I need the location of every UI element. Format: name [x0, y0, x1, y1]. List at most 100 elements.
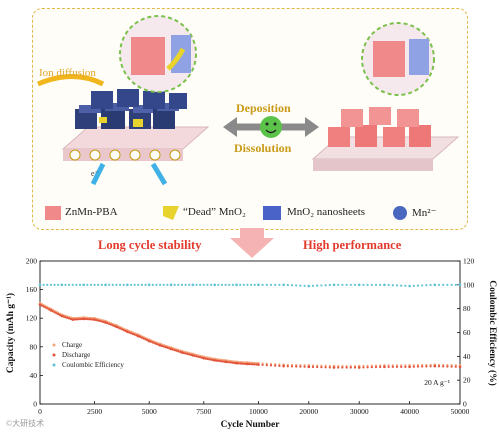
data-point-discharge — [408, 365, 411, 369]
data-point-coulombic-efficiency — [332, 283, 336, 287]
data-point-discharge — [400, 365, 403, 368]
y2-tick-label: 80 — [463, 304, 471, 313]
data-point-coulombic-efficiency — [191, 283, 195, 287]
data-point-coulombic-efficiency — [177, 283, 180, 286]
data-point-discharge — [303, 365, 306, 368]
legend-label-ce: Coulombic Efficiency — [62, 361, 124, 369]
data-point-coulombic-efficiency — [250, 283, 253, 286]
data-point-discharge — [42, 305, 45, 308]
data-point-coulombic-efficiency — [224, 283, 227, 286]
data-point-discharge — [49, 309, 53, 312]
data-point-discharge — [316, 365, 319, 369]
data-point-discharge — [235, 361, 238, 365]
x-tick-label: 7500 — [196, 407, 211, 416]
data-point-discharge — [55, 312, 58, 315]
left-zoom-dead-mno2 — [166, 47, 186, 71]
data-point-discharge — [160, 344, 164, 348]
x-tick-label: 20000 — [299, 407, 318, 416]
data-point-discharge — [278, 364, 281, 367]
data-point-discharge — [46, 307, 49, 310]
data-point-discharge — [437, 365, 441, 368]
data-point-discharge — [395, 365, 399, 368]
smiley-icon — [260, 116, 282, 138]
data-point-coulombic-efficiency — [261, 283, 264, 286]
data-point-discharge — [282, 364, 285, 368]
y2-axis-label: Coulombic Efficiency (%) — [487, 280, 498, 386]
data-point-coulombic-efficiency — [147, 283, 151, 287]
y-tick-label: 160 — [26, 285, 38, 294]
data-point-discharge — [71, 318, 75, 321]
data-point-coulombic-efficiency — [433, 283, 437, 287]
data-point-discharge — [204, 357, 207, 360]
data-point-discharge — [158, 344, 162, 347]
data-point-discharge — [246, 362, 249, 366]
data-point-coulombic-efficiency — [155, 283, 158, 286]
legend-marker-discharge — [52, 353, 56, 357]
data-point-coulombic-efficiency — [144, 283, 147, 286]
data-point-discharge — [177, 350, 180, 353]
data-point-discharge — [84, 317, 87, 321]
left-cube-cluster — [75, 89, 187, 129]
data-point-discharge — [44, 306, 47, 309]
right-substrate-edge — [313, 159, 433, 171]
right-cube-cluster — [328, 107, 431, 147]
y-tick-label: 200 — [26, 257, 38, 266]
data-point-discharge — [131, 332, 134, 336]
legend-marker-charge — [52, 343, 56, 347]
data-point-discharge — [60, 314, 64, 318]
data-point-discharge — [169, 347, 173, 351]
data-point-discharge — [77, 318, 80, 321]
right-zoom-mno2 — [409, 39, 429, 75]
left-substrate — [61, 126, 210, 150]
data-point-coulombic-efficiency — [82, 283, 85, 287]
data-point-coulombic-efficiency — [239, 283, 242, 286]
data-point-coulombic-efficiency — [370, 283, 373, 286]
data-point-coulombic-efficiency — [206, 283, 209, 286]
left-zoom-pba — [131, 37, 165, 75]
data-point-coulombic-efficiency — [337, 283, 340, 286]
data-point-discharge — [118, 327, 122, 330]
data-point-coulombic-efficiency — [303, 284, 306, 287]
legend-label-pba: ZnMn-PBA — [65, 206, 118, 218]
legend-marker-ce — [52, 363, 56, 367]
data-point-discharge — [175, 349, 178, 352]
down-arrow-right — [150, 162, 168, 186]
data-point-coulombic-efficiency — [307, 284, 311, 288]
data-point-coulombic-efficiency — [235, 283, 238, 287]
data-point-coulombic-efficiency — [53, 283, 56, 286]
data-point-discharge — [173, 349, 176, 352]
data-point-discharge — [222, 360, 225, 363]
data-point-discharge — [129, 332, 133, 335]
data-point-discharge — [454, 365, 457, 368]
data-point-discharge — [208, 358, 211, 361]
data-point-discharge — [255, 363, 258, 366]
data-point-coulombic-efficiency — [126, 283, 129, 287]
data-point-discharge — [379, 365, 382, 369]
y2-tick-label: 40 — [463, 352, 471, 361]
data-point-discharge — [86, 318, 89, 321]
data-point-discharge — [151, 341, 154, 344]
banner-down-arrow-icon — [230, 228, 274, 258]
data-point-discharge — [295, 365, 298, 368]
data-point-coulombic-efficiency — [49, 283, 53, 286]
data-point-coulombic-efficiency — [209, 283, 213, 286]
data-point-discharge — [228, 361, 231, 364]
cycle-performance-chart: 0 2500 5000 7500 10000 20000 30000 40000 5000004… — [5, 257, 498, 431]
data-point-discharge — [206, 357, 209, 361]
data-point-coulombic-efficiency — [274, 283, 277, 286]
data-point-discharge — [224, 360, 227, 364]
data-point-coulombic-efficiency — [265, 283, 268, 286]
data-point-coulombic-efficiency — [68, 283, 71, 286]
data-point-coulombic-efficiency — [122, 283, 125, 286]
y2-tick-label: 120 — [463, 257, 475, 266]
legend-swatch-mn-ion — [393, 206, 407, 220]
data-point-coulombic-efficiency — [366, 283, 369, 286]
data-point-discharge — [155, 342, 158, 346]
deposition-label: Deposition — [236, 101, 291, 115]
data-point-discharge — [458, 365, 462, 369]
data-point-coulombic-efficiency — [349, 283, 352, 286]
data-point-discharge — [146, 339, 149, 342]
data-point-discharge — [374, 365, 378, 369]
data-point-coulombic-efficiency — [324, 284, 327, 287]
data-point-coulombic-efficiency — [299, 284, 302, 287]
